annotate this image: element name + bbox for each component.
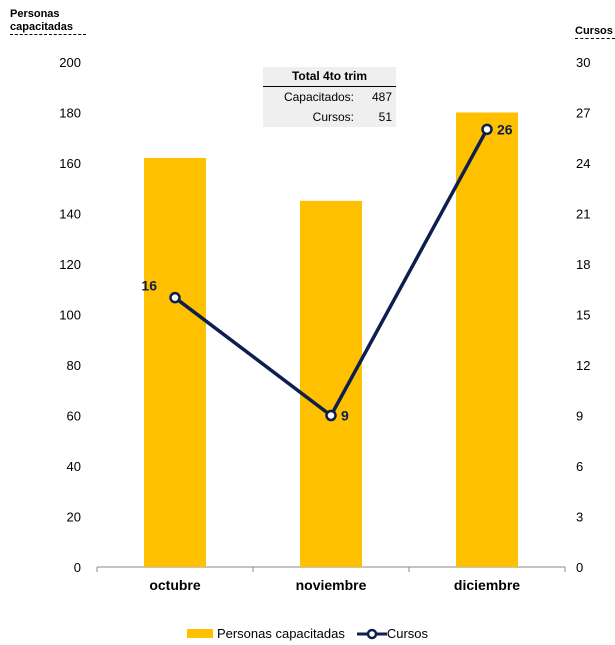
- y-left-tick-label: 80: [67, 358, 81, 373]
- summary-title: Total 4to trim: [263, 67, 396, 87]
- data-label-cursos: 16: [141, 278, 157, 294]
- y-left-tick-label: 20: [67, 510, 81, 525]
- y-right-tick-label: 9: [576, 409, 583, 424]
- y-right-tick-label: 15: [576, 308, 590, 323]
- summary-value-cursos: 51: [378, 110, 392, 124]
- y-right-tick-label: 3: [576, 510, 583, 525]
- y-right-tick-label: 24: [576, 156, 590, 171]
- left-axis-title: Personas capacitadas: [10, 8, 86, 35]
- legend: Personas capacitadas Cursos: [0, 626, 615, 641]
- x-category-label: noviembre: [296, 577, 367, 593]
- bar-noviembre: [300, 200, 362, 567]
- y-left-tick-label: 100: [59, 308, 81, 323]
- summary-value-capacitados: 487: [371, 90, 392, 104]
- x-category-label: diciembre: [454, 577, 520, 593]
- legend-item-line: Cursos: [356, 626, 429, 641]
- bar-octubre: [144, 157, 206, 567]
- legend-item-bar: Personas capacitadas: [186, 626, 345, 641]
- y-right-tick-label: 0: [576, 560, 583, 575]
- y-left-tick-label: 120: [59, 257, 81, 272]
- y-right-tick-label: 18: [576, 257, 590, 272]
- y-right-tick-label: 6: [576, 459, 583, 474]
- x-category-label: octubre: [149, 577, 201, 593]
- legend-line-label: Cursos: [386, 626, 429, 641]
- right-axis-title: Cursos: [575, 25, 615, 39]
- summary-table: Total 4to trim Capacitados: 487 Cursos: …: [263, 67, 396, 127]
- bar-diciembre: [456, 112, 518, 567]
- point-cursos-octubre: [169, 291, 181, 304]
- y-left-tick-label: 0: [74, 560, 81, 575]
- summary-row: Cursos: 51: [263, 107, 396, 127]
- data-label-cursos: 26: [497, 121, 513, 137]
- point-cursos-noviembre: [325, 409, 337, 422]
- legend-bar-label: Personas capacitadas: [216, 626, 345, 641]
- y-right-tick-label: 30: [576, 55, 590, 70]
- y-right-tick-label: 21: [576, 207, 590, 222]
- data-label-cursos: 9: [341, 408, 349, 424]
- legend-bar-swatch: [186, 629, 213, 638]
- y-left-tick-label: 60: [67, 409, 81, 424]
- y-right-tick-label: 27: [576, 106, 590, 121]
- summary-label-capacitados: Capacitados:: [283, 90, 354, 104]
- y-left-tick-label: 200: [59, 55, 81, 70]
- summary-label-cursos: Cursos:: [312, 110, 354, 124]
- y-left-tick-label: 180: [59, 106, 81, 121]
- y-right-tick-label: 12: [576, 358, 590, 373]
- y-left-tick-label: 160: [59, 156, 81, 171]
- legend-line-swatch: [356, 628, 387, 639]
- y-left-tick-label: 40: [67, 459, 81, 474]
- point-cursos-diciembre: [481, 123, 493, 136]
- y-left-tick-label: 140: [59, 207, 81, 222]
- summary-row: Capacitados: 487: [263, 87, 396, 107]
